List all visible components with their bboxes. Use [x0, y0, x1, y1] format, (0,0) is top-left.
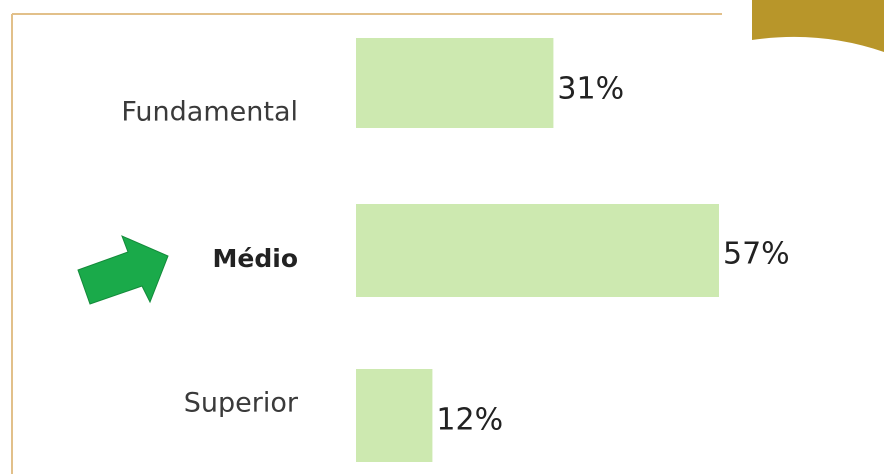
value-label: 31% — [557, 72, 624, 107]
bar — [356, 369, 433, 462]
category-label: Fundamental — [121, 97, 298, 128]
bar — [356, 204, 719, 297]
value-label: 57% — [723, 237, 790, 272]
category-label: Superior — [184, 388, 299, 419]
category-label: Médio — [213, 244, 298, 273]
highlight-arrow — [77, 235, 169, 305]
frame — [11, 13, 722, 474]
value-label: 12% — [436, 403, 503, 438]
bar — [356, 38, 554, 128]
corner-decoration — [752, 0, 884, 52]
